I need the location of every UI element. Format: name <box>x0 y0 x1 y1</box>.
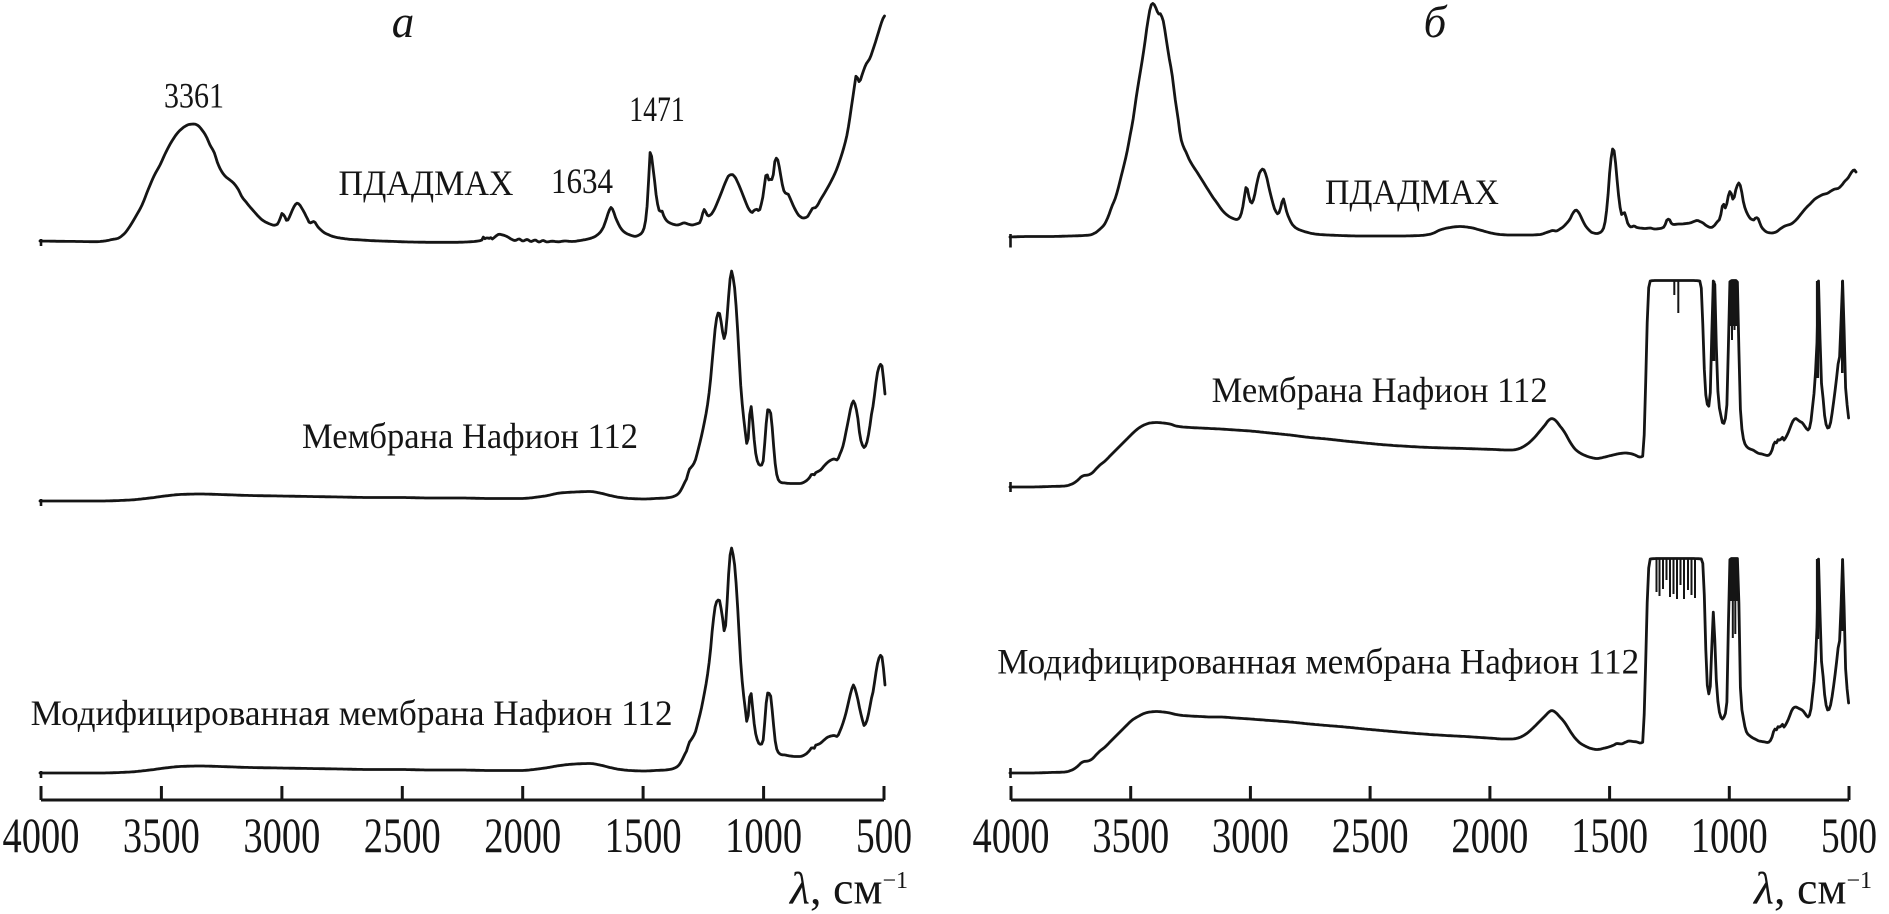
svg-text:500: 500 <box>856 808 912 863</box>
svg-text:3000: 3000 <box>243 808 320 863</box>
svg-text:2500: 2500 <box>364 808 441 863</box>
svg-text:3500: 3500 <box>1092 808 1169 863</box>
svg-text:Мембрана Нафион 112: Мембрана Нафион 112 <box>302 416 638 456</box>
svg-text:4000: 4000 <box>973 808 1050 863</box>
svg-text:4000: 4000 <box>3 808 80 863</box>
svg-text:3500: 3500 <box>123 808 200 863</box>
svg-text:б: б <box>1424 0 1448 47</box>
svg-text:1471: 1471 <box>629 89 685 129</box>
svg-text:Модифицированная мембрана Нафи: Модифицированная мембрана Нафион 112 <box>997 642 1639 682</box>
svg-text:2000: 2000 <box>484 808 561 863</box>
svg-text:a: a <box>392 0 415 47</box>
svg-text:1500: 1500 <box>1571 808 1648 863</box>
svg-text:Мембрана Нафион 112: Мембрана Нафион 112 <box>1212 370 1548 410</box>
svg-text:ПДАДМАХ: ПДАДМАХ <box>339 163 514 203</box>
svg-text:3361: 3361 <box>164 76 224 116</box>
svg-text:3000: 3000 <box>1212 808 1289 863</box>
svg-text:ПДАДМАХ: ПДАДМАХ <box>1325 172 1499 212</box>
svg-text:2500: 2500 <box>1332 808 1409 863</box>
svg-text:2000: 2000 <box>1451 808 1528 863</box>
svg-text:1000: 1000 <box>725 808 802 863</box>
svg-text:Модифицированная мембрана Нафи: Модифицированная мембрана Нафион 112 <box>31 693 673 733</box>
svg-text:500: 500 <box>1821 808 1877 863</box>
svg-text:1500: 1500 <box>605 808 682 863</box>
svg-text:1634: 1634 <box>551 161 613 201</box>
svg-text:1000: 1000 <box>1691 808 1768 863</box>
